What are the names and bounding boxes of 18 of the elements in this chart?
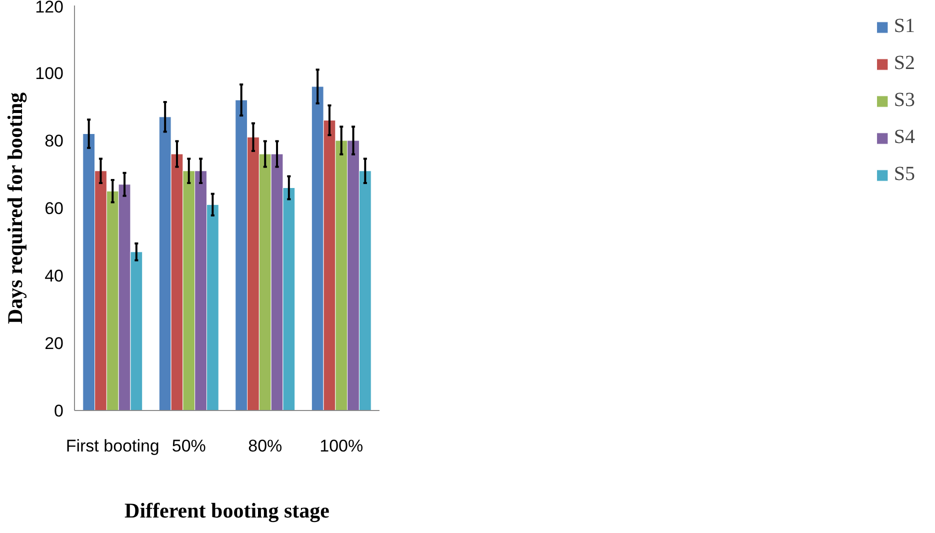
legend-label: S2 xyxy=(894,52,915,75)
x-tick-label: 50% xyxy=(172,436,206,456)
y-tick-label: 120 xyxy=(35,0,64,16)
y-tick-label: 80 xyxy=(44,132,64,150)
x-tick-label: 100% xyxy=(320,436,364,456)
x-axis-title: Different booting stage xyxy=(124,498,330,522)
legend-label: S4 xyxy=(894,126,915,149)
y-tick-label: 20 xyxy=(44,334,64,353)
x-tick-label: 80% xyxy=(248,436,282,456)
legend-label: S3 xyxy=(894,89,915,112)
y-tick-label: 0 xyxy=(54,402,64,420)
x-tick-label: First booting xyxy=(66,436,160,456)
y-tick-label: 40 xyxy=(44,266,64,286)
y-tick-label: 100 xyxy=(35,64,64,83)
legend-label: S1 xyxy=(894,15,915,38)
y-axis-title: Days required for booting xyxy=(3,92,28,324)
y-tick-label: 60 xyxy=(44,199,64,218)
legend-label: S5 xyxy=(894,163,915,186)
